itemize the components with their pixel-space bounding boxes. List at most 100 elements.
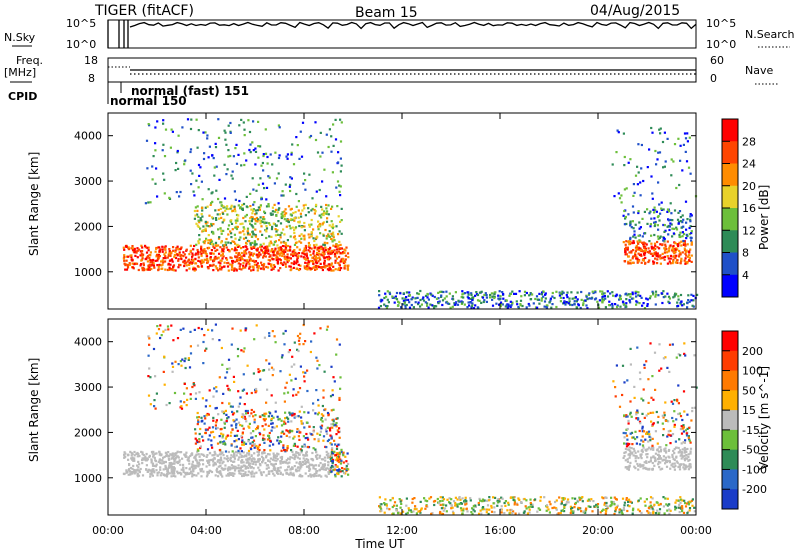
power-cell — [268, 259, 272, 262]
power-cell — [323, 210, 326, 213]
power-cell — [284, 263, 287, 266]
velocity-cell — [144, 457, 147, 460]
power-cell — [332, 225, 335, 228]
power-cell — [187, 259, 190, 262]
power-cell — [346, 268, 350, 271]
power-cell — [624, 246, 628, 249]
power-cell — [191, 255, 194, 258]
velocity-cell — [189, 393, 192, 396]
velocity-cell — [297, 349, 300, 353]
velocity-cell — [287, 351, 290, 354]
velocity-cell — [286, 446, 289, 449]
power-cell — [237, 253, 240, 257]
velocity-cell — [478, 497, 481, 500]
power-cell — [198, 221, 201, 224]
velocity-cell — [412, 510, 415, 513]
power-cell — [601, 296, 604, 299]
velocity-cell — [279, 466, 282, 469]
velocity-cell — [318, 364, 321, 367]
power-cell — [337, 250, 340, 253]
power-cell — [663, 224, 666, 227]
velocity-cell — [241, 441, 244, 444]
power-cell — [475, 291, 478, 294]
velocity-cell — [266, 438, 270, 441]
power-cell — [679, 293, 683, 297]
velocity-cell — [262, 457, 265, 460]
power-cell — [620, 194, 623, 197]
power-cell — [627, 213, 630, 216]
power-cell — [275, 258, 278, 262]
velocity-cell — [688, 458, 691, 461]
power-cell — [162, 122, 165, 125]
power-cell — [642, 179, 645, 183]
velocity-cell — [192, 383, 195, 386]
power-cell — [265, 230, 268, 233]
power-cell — [684, 150, 687, 153]
power-cell — [135, 251, 138, 254]
velocity-cell — [652, 510, 655, 514]
power-cell — [151, 178, 154, 181]
velocity-cell — [556, 513, 559, 516]
power-cell — [215, 165, 218, 168]
velocity-cell — [548, 500, 551, 503]
power-cell — [462, 292, 465, 295]
power-cell — [674, 293, 677, 296]
velocity-cell — [320, 416, 323, 420]
power-cell — [424, 294, 428, 297]
power-cell — [231, 248, 234, 251]
power-cell — [316, 151, 320, 154]
velocity-cell — [300, 422, 303, 425]
power-cell — [676, 259, 679, 262]
velocity-cell — [634, 451, 637, 454]
power-cell — [229, 207, 232, 210]
velocity-cell — [137, 469, 140, 472]
power-cell — [156, 195, 159, 198]
velocity-cell — [623, 504, 626, 507]
velocity-cell — [538, 508, 542, 511]
power-cell — [130, 255, 133, 258]
velocity-cell — [185, 387, 188, 390]
power-cell — [253, 240, 256, 243]
velocity-cell — [218, 435, 221, 438]
power-cell — [611, 304, 614, 307]
power-cell — [178, 263, 181, 266]
velocity-cell — [197, 416, 200, 419]
velocity-cell — [138, 455, 141, 458]
power-cell — [337, 151, 340, 154]
velocity-cell — [246, 452, 249, 455]
power-cell — [219, 264, 222, 267]
velocity-cell — [180, 407, 184, 410]
velocity-cell — [197, 419, 200, 422]
velocity-cell — [507, 503, 510, 506]
power-cell — [658, 203, 661, 206]
velocity-cell — [561, 497, 564, 500]
power-cell — [139, 250, 142, 253]
power-cell — [204, 206, 207, 209]
power-cell — [309, 134, 313, 138]
power-cell — [218, 252, 221, 255]
power-cell — [276, 256, 279, 259]
velocity-cell — [673, 466, 676, 469]
power-cell — [185, 256, 188, 259]
power-cell — [147, 268, 150, 271]
power-cell — [404, 307, 407, 310]
velocity-cell — [590, 498, 593, 501]
velocity-cell — [220, 459, 223, 462]
power-cell — [426, 304, 429, 307]
power-cell — [588, 292, 591, 295]
power-cell — [208, 264, 212, 267]
power-cell — [270, 242, 273, 245]
velocity-cell — [127, 458, 130, 461]
velocity-cell — [250, 408, 253, 412]
velocity-cell — [240, 435, 243, 438]
power-cell — [157, 265, 160, 268]
power-cell — [292, 262, 295, 266]
power-cell — [196, 248, 199, 252]
velocity-cell — [300, 451, 303, 454]
power-cell — [127, 255, 130, 258]
power-cell — [493, 296, 496, 300]
velocity-cell — [306, 436, 309, 439]
velocity-cell — [407, 507, 410, 510]
velocity-cell — [164, 466, 167, 469]
power-cell — [205, 253, 208, 256]
